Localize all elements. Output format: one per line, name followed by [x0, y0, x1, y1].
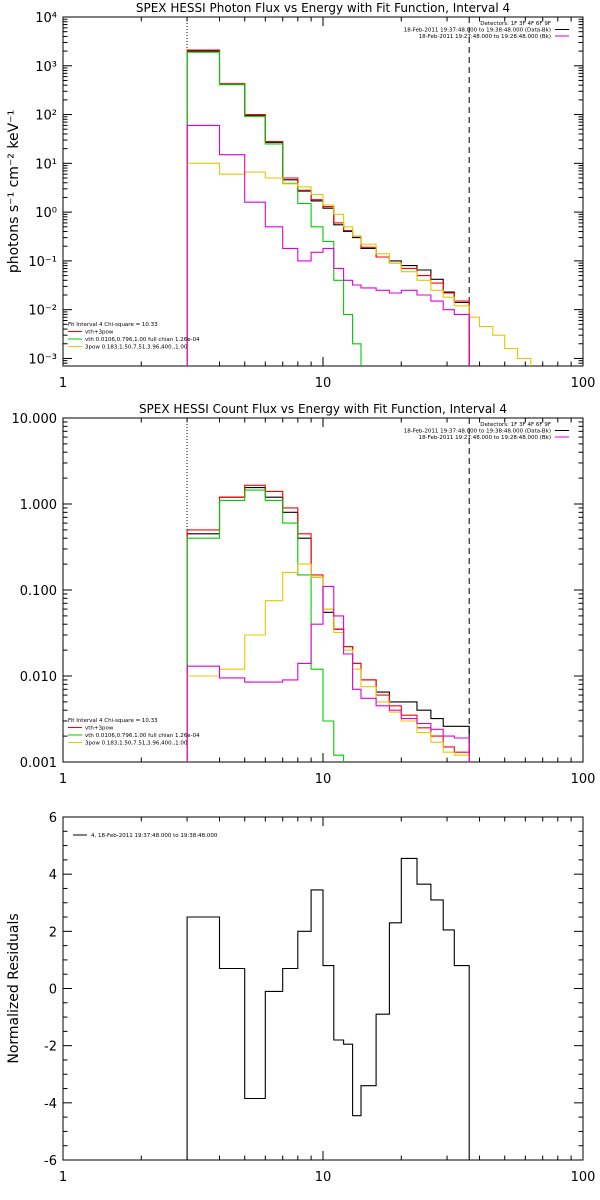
- series-group: [186, 484, 470, 762]
- series-3pow: [186, 162, 532, 366]
- chart-panel-2: SPEX HESSI Count Flux vs Energy with Fit…: [12, 402, 596, 787]
- info-top-right-line: 18-Feb-2011 19:37:48.000 to 19:38:48.000…: [404, 429, 551, 435]
- axes-frame: [62, 16, 584, 367]
- info-bottom-left-line: 3pow 0.183,1.50,7.51,3.96,400.,1.00: [85, 345, 188, 351]
- info-bottom-left-line: vth 0.0106,0.796,1.00 full chian 1.26e-0…: [85, 733, 200, 739]
- x-tick-label: 100: [571, 772, 596, 787]
- y-tick-label: 10⁴: [35, 11, 57, 26]
- series-bk: [186, 124, 470, 366]
- info-bottom-left-line: 3pow 0.183,1.50,7.51,3.96,400.,1.00: [85, 741, 188, 747]
- y-tick-label: 10²: [35, 109, 57, 124]
- y-tick-label: 1.000: [20, 498, 57, 513]
- y-tick-label: 10¹: [35, 157, 57, 172]
- series-vth: [186, 51, 362, 366]
- series-black: [186, 50, 470, 366]
- series-bk: [186, 585, 470, 762]
- y-tick-label: -2: [44, 1040, 57, 1055]
- x-tick-label: 10: [315, 772, 332, 787]
- series-vth-3pow: [186, 49, 470, 366]
- y-axis-label: Normalized Residuals: [6, 913, 22, 1063]
- info-top-right-line: 18-Feb-2011 19:27:48.000 to 19:28:48.000…: [419, 435, 551, 441]
- x-tick-label: 1: [59, 376, 67, 391]
- y-tick-label: 10³: [35, 60, 57, 75]
- info-top-right-line: Detectors: 1F 3F 4F 6F 9F: [480, 21, 551, 27]
- y-tick-label: 6: [49, 811, 57, 826]
- info-bottom-left-line: vth 0.0106,0.796,1.00 full chian 1.26e-0…: [85, 337, 200, 343]
- chart-title: SPEX HESSI Photon Flux vs Energy with Fi…: [136, 1, 510, 15]
- series-group: [186, 857, 470, 1160]
- y-tick-label: 0.010: [20, 670, 57, 685]
- y-tick-label: 4: [49, 868, 57, 883]
- x-tick-label: 100: [571, 1170, 596, 1185]
- legend-label: 4, 18-Feb-2011 19:37:48.000 to 19:38:48.…: [91, 833, 218, 839]
- x-tick-label: 1: [59, 772, 67, 787]
- series-vth-3pow: [186, 484, 470, 762]
- axes-frame: [62, 816, 584, 1161]
- x-tick-label: 10: [315, 1170, 332, 1185]
- info-bottom-left-line: vth+3pow: [85, 726, 114, 732]
- y-axis-label: photons s⁻¹ cm⁻² keV⁻¹: [6, 110, 22, 273]
- chart-panel-3: Normalized Residuals 1 10 100 -6 -4 -2 0 2 4 6 4, 1…: [6, 811, 596, 1185]
- y-tick-label: -4: [44, 1097, 57, 1112]
- y-tick-label: 2: [49, 925, 57, 940]
- y-tick-label: 10⁻³: [28, 352, 57, 367]
- series-residuals: [186, 857, 470, 1160]
- series-vth: [186, 489, 345, 762]
- info-top-right-line: 18-Feb-2011 19:27:48.000 to 19:28:48.000…: [419, 34, 551, 40]
- info-top-right-line: 18-Feb-2011 19:37:48.000 to 19:38:48.000…: [404, 28, 551, 34]
- info-bottom-left-line: vth+3pow: [85, 330, 114, 336]
- info-bottom-left-line: Fit Interval 4 Chi-square = 10.33: [68, 322, 158, 328]
- y-tick-label: 0: [49, 983, 57, 998]
- x-tick-label: 100: [571, 376, 596, 391]
- chart-title: SPEX HESSI Count Flux vs Energy with Fit…: [139, 402, 507, 416]
- info-top-right-line: Detectors: 1F 3F 4F 6F 9F: [480, 422, 551, 428]
- chart-panel-1: SPEX HESSI Photon Flux vs Energy with Fi…: [6, 1, 596, 391]
- y-tick-label: 0.001: [20, 756, 57, 771]
- y-tick-label: 0.100: [20, 584, 57, 599]
- y-tick-label: 10⁻²: [28, 304, 57, 319]
- x-tick-label: 1: [59, 1170, 67, 1185]
- series-3pow: [186, 563, 470, 762]
- x-tick-label: 10: [315, 376, 332, 391]
- y-tick-label: 10⁰: [35, 206, 57, 221]
- y-tick-label: -6: [44, 1154, 57, 1169]
- series-group: [186, 49, 532, 366]
- y-tick-label: 10.000: [12, 412, 58, 427]
- info-bottom-left-line: Fit Interval 4 Chi-square = 10.33: [68, 718, 158, 724]
- y-tick-label: 10⁻¹: [28, 255, 57, 270]
